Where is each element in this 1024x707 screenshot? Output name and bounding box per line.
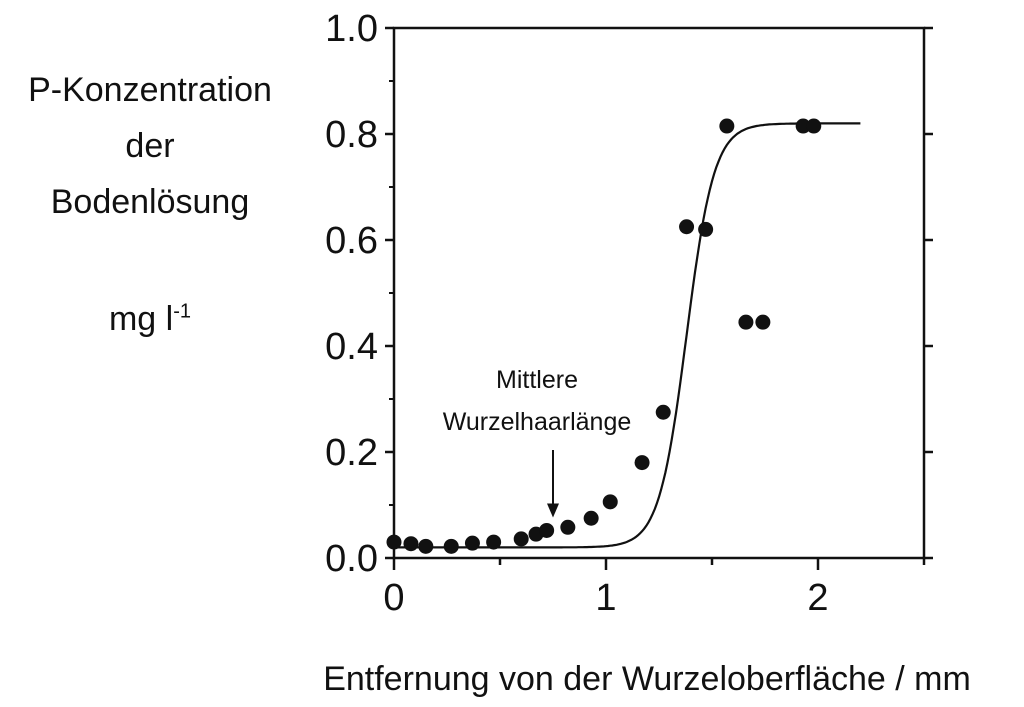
data-point: [738, 314, 754, 330]
data-points: [386, 118, 822, 554]
data-point: [698, 221, 714, 237]
y-tick-label: 1.0: [325, 8, 378, 50]
annotation-arrow-head: [547, 503, 559, 518]
x-axis-label: Entfernung von der Wurzeloberfläche / mm: [323, 660, 971, 698]
data-point: [539, 522, 555, 538]
data-point: [560, 519, 576, 535]
data-point: [795, 118, 811, 134]
data-point: [403, 536, 419, 552]
y-axis-label-line-3: Bodenlösung: [50, 183, 250, 221]
data-point: [755, 314, 771, 330]
data-point: [634, 455, 650, 471]
data-point: [719, 118, 735, 134]
y-axis-label: P-Konzentration der Bodenlösung: [0, 62, 300, 230]
y-tick-label: 0.6: [325, 220, 378, 262]
data-point: [464, 535, 480, 551]
plot-frame: [392, 26, 926, 560]
axes: 0.0 0.2 0.4 0.6 0.8 1.0 0 1 2: [325, 8, 933, 619]
annotation: Mittlere Wurzelhaarlänge: [443, 366, 632, 518]
data-point: [679, 219, 695, 235]
annotation-line-1: Mittlere: [496, 366, 578, 394]
x-tick-label: 0: [383, 577, 404, 619]
y-axis-unit-exponent: -1: [173, 300, 192, 323]
data-point: [513, 531, 529, 547]
x-tick-label: 2: [807, 577, 828, 619]
data-point: [583, 510, 599, 526]
y-tick-label: 0.8: [325, 114, 378, 156]
y-axis-unit-text: mg l: [108, 300, 174, 338]
fit-curve: [394, 122, 861, 549]
data-point: [602, 494, 618, 510]
y-axis-label-line-1: P-Konzentration: [28, 71, 272, 109]
y-axis-unit: mg l-1: [0, 300, 300, 339]
annotation-line-2: Wurzelhaarlänge: [443, 408, 632, 436]
data-point: [443, 538, 459, 554]
data-point: [386, 534, 402, 550]
data-point: [486, 534, 502, 550]
y-tick-label: 0.2: [325, 432, 378, 474]
data-point: [806, 118, 822, 134]
x-tick-label: 1: [595, 577, 616, 619]
y-tick-label: 0.0: [325, 538, 378, 580]
y-axis-label-line-2: der: [125, 127, 175, 165]
data-point: [655, 404, 671, 420]
fit-curve-layer: [394, 122, 861, 549]
data-point: [418, 538, 434, 554]
y-tick-label: 0.4: [325, 326, 378, 368]
